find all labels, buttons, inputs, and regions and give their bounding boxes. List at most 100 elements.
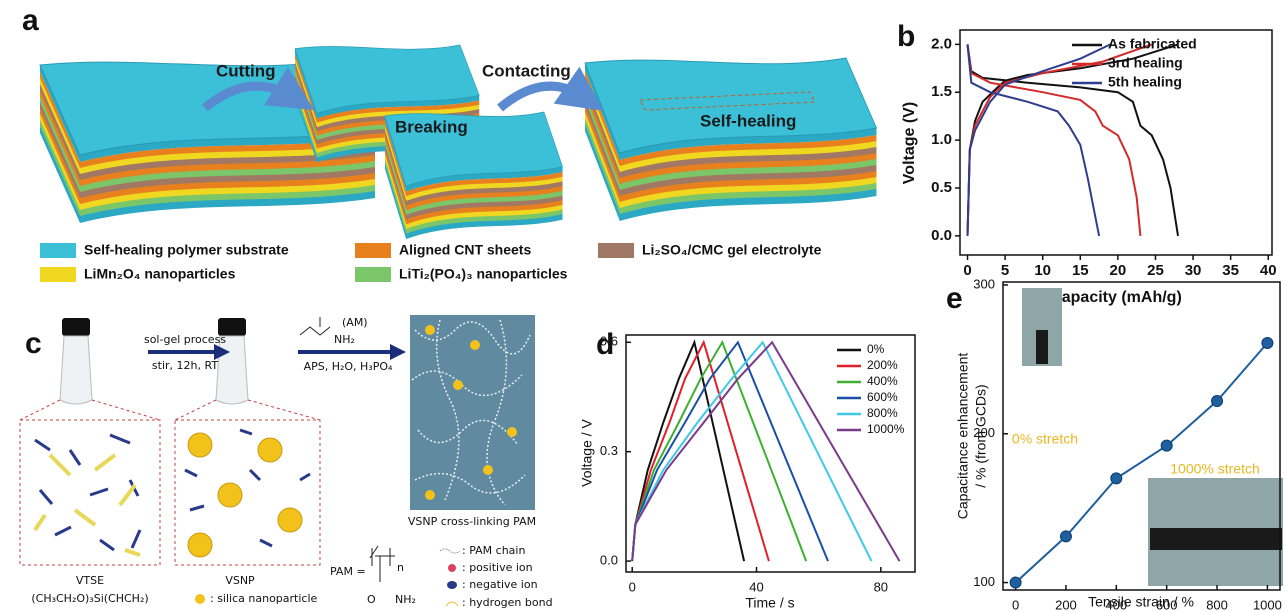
key-icon <box>446 602 458 606</box>
step-label: stir, 12h, RT <box>152 359 218 372</box>
y-tick-label: 0.3 <box>600 443 618 458</box>
legend-swatch <box>355 243 391 258</box>
legend-label: 3rd healing <box>1108 55 1183 71</box>
point <box>1010 577 1021 588</box>
key-label: : PAM chain <box>462 544 525 557</box>
annotation: 1000% stretch <box>1170 461 1260 477</box>
slab <box>585 58 876 221</box>
vial <box>216 336 248 404</box>
formula: n <box>397 561 404 574</box>
figure: a Cutting Contacting Breaking Self-heali… <box>0 0 1287 612</box>
key-icon <box>448 564 456 572</box>
formula: O <box>367 593 376 606</box>
point <box>1262 338 1273 349</box>
y-tick-label: 0.6 <box>600 334 618 349</box>
key-label: : positive ion <box>462 561 533 574</box>
x-tick-label: 1000 <box>1253 597 1282 612</box>
y-tick-label: 0.5 <box>931 179 952 196</box>
step-label: Breaking <box>395 117 468 136</box>
y-tick-label: 0.0 <box>600 552 618 567</box>
caption: VSNP <box>225 574 255 587</box>
x-tick-label: 80 <box>874 579 888 594</box>
point <box>1111 473 1122 484</box>
panel-a: a Cutting Contacting Breaking Self-heali… <box>22 4 876 282</box>
formula: NH₂ <box>395 593 416 606</box>
x-tick-label: 800 <box>1206 597 1228 612</box>
x-tick-label: 5 <box>1001 262 1009 279</box>
series-line <box>632 342 899 561</box>
y-axis-label: Voltage / V <box>579 418 595 486</box>
x-axis-label: Tensile strain / % <box>1088 594 1194 610</box>
panel-label: c <box>25 327 42 360</box>
caption: (CH₃CH₂O)₃Si(CHCH₂) <box>31 592 148 605</box>
x-tick-label: 200 <box>1055 597 1077 612</box>
legend-label: 1000% <box>867 422 905 436</box>
caption: VSNP cross-linking PAM <box>408 515 536 528</box>
panel-label: e <box>946 282 963 315</box>
formula: PAM = <box>330 565 366 578</box>
legend-label: Aligned CNT sheets <box>399 242 531 258</box>
x-tick-label: 25 <box>1147 262 1164 279</box>
legend-swatch <box>598 243 634 258</box>
legend-swatch <box>40 243 76 258</box>
point <box>1212 396 1223 407</box>
y-axis-label: Voltage (V) <box>901 102 918 184</box>
legend-label: 800% <box>867 406 898 420</box>
legend-label: 200% <box>867 358 898 372</box>
photo-strip <box>1150 528 1282 550</box>
monomer-label: (AM) <box>342 316 368 329</box>
x-tick-label: 0 <box>629 579 636 594</box>
point <box>1161 440 1172 451</box>
legend-label: 0% <box>867 342 885 356</box>
x-axis-label: Time / s <box>745 595 794 611</box>
legend-label: 5th healing <box>1108 74 1182 90</box>
x-tick-label: 20 <box>1110 262 1127 279</box>
x-axis-label: Capacity (mAh/g) <box>1050 289 1182 306</box>
step-label: Self-healing <box>700 111 796 130</box>
legend-label: 400% <box>867 374 898 388</box>
y-tick-label: 100 <box>973 574 995 589</box>
x-tick-label: 30 <box>1185 262 1202 279</box>
legend-label: Self-healing polymer substrate <box>84 242 289 258</box>
x-tick-label: 35 <box>1222 262 1239 279</box>
y-tick-label: 300 <box>973 276 995 291</box>
step-label: APS, H₂O, H₃PO₄ <box>304 360 393 373</box>
x-tick-label: 0 <box>963 262 971 279</box>
caption: VTSE <box>76 574 104 587</box>
legend-label: As fabricated <box>1108 36 1197 52</box>
y-tick-label: 2.0 <box>931 35 952 52</box>
legend-swatch <box>40 267 76 282</box>
arrow <box>500 86 585 108</box>
point <box>1060 531 1071 542</box>
key-icon <box>440 549 460 553</box>
y-axis-label: Capacitance enhancement <box>955 353 971 520</box>
legend-label: 600% <box>867 390 898 404</box>
zoom-line <box>20 400 320 420</box>
legend-label: Li₂SO₄/CMC gel electrolyte <box>642 242 822 258</box>
panel-label: a <box>22 4 39 37</box>
x-tick-label: 10 <box>1034 262 1051 279</box>
series-line <box>968 44 1111 236</box>
step-label: sol-gel process <box>144 333 226 346</box>
panel-label: b <box>897 20 915 53</box>
key-label: : hydrogen bond <box>462 596 553 609</box>
series-line <box>632 342 828 561</box>
annotation: 0% stretch <box>1012 431 1078 447</box>
photo-strip <box>1036 330 1048 364</box>
vial <box>60 336 92 404</box>
monomer <box>300 317 330 335</box>
x-tick-label: 40 <box>749 579 763 594</box>
x-tick-label: 40 <box>1260 262 1277 279</box>
caption: : silica nanoparticle <box>210 592 318 605</box>
y-tick-label: 0.0 <box>931 227 952 244</box>
step-label: Cutting <box>216 61 275 80</box>
series-line <box>632 342 744 561</box>
x-tick-label: 0 <box>1012 597 1019 612</box>
panel-c: c sol-gel process stir, 12h, RT (AM) NH₂… <box>20 315 553 609</box>
vial-cap <box>62 318 90 336</box>
x-tick-label: 15 <box>1072 262 1089 279</box>
y-axis-label: / % (from GCDs) <box>973 384 989 487</box>
key-icon <box>447 581 457 589</box>
step-label: Contacting <box>482 61 571 80</box>
formula-bond <box>370 546 395 582</box>
